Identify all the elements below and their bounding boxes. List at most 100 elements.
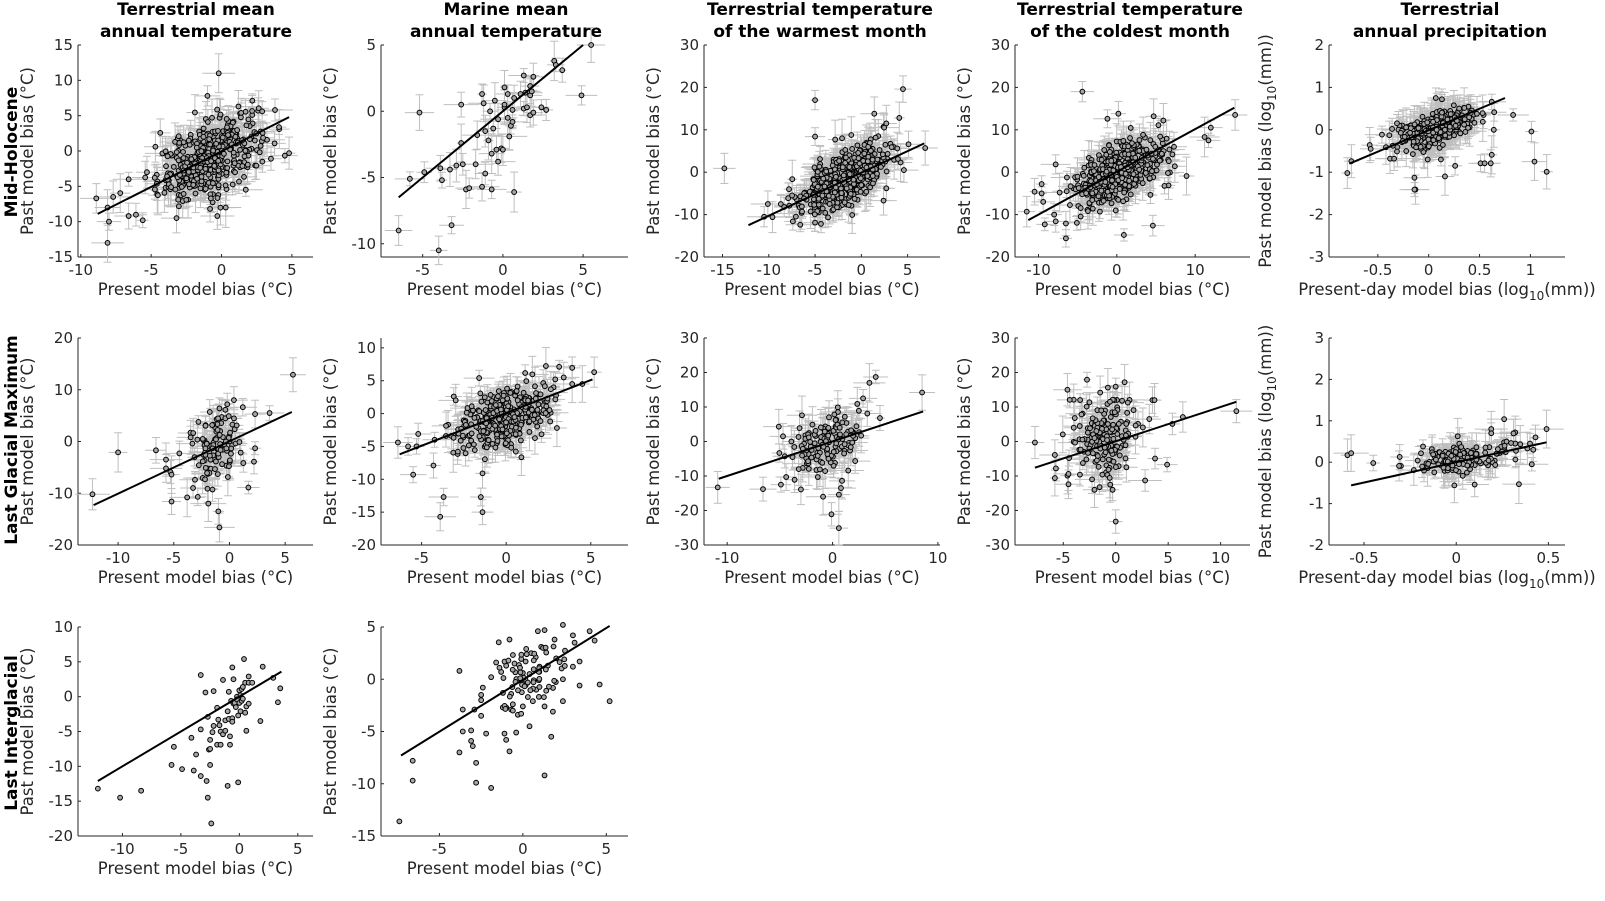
data-point xyxy=(260,134,267,141)
data-point xyxy=(209,114,215,121)
col-title-1-line2: annual temperature xyxy=(410,22,602,42)
row-label-1: Last Glacial Maximum xyxy=(2,335,22,545)
col-title-4-line1: Terrestrial xyxy=(1401,0,1500,20)
y-tick-label: 20 xyxy=(680,78,699,96)
data-point xyxy=(421,169,428,176)
x-axis-label: Present model bias (°C) xyxy=(98,280,293,299)
x-axis-label: Present model bias (°C) xyxy=(724,280,919,299)
x-tick-label: 5 xyxy=(287,261,297,279)
data-point xyxy=(453,162,460,169)
data-point xyxy=(210,147,217,154)
y-tick-label: -10 xyxy=(49,213,74,231)
data-point xyxy=(157,129,164,136)
data-point xyxy=(215,157,222,164)
y-tick-label: 5 xyxy=(366,36,376,54)
data-point xyxy=(472,161,479,168)
data-point xyxy=(214,106,221,113)
data-point xyxy=(152,143,159,150)
data-point xyxy=(205,171,212,178)
data-point xyxy=(232,169,238,176)
row-label-2: Last Interglacial xyxy=(2,655,22,811)
data-point xyxy=(268,155,274,162)
data-point xyxy=(244,161,251,168)
col-title-3-line1: Terrestrial temperature xyxy=(1017,0,1243,20)
data-point xyxy=(251,137,258,144)
data-points xyxy=(721,86,929,228)
data-point xyxy=(170,163,177,170)
col-title-4-line2: annual precipitation xyxy=(1353,22,1547,42)
data-point xyxy=(242,186,249,193)
data-point xyxy=(281,152,288,159)
data-point xyxy=(854,142,861,149)
data-point xyxy=(271,140,278,147)
data-point xyxy=(197,164,204,171)
x-tick-label: 0 xyxy=(217,261,227,279)
data-point xyxy=(395,227,402,234)
data-point xyxy=(241,153,248,160)
y-tick-label: -10 xyxy=(352,235,377,253)
data-point xyxy=(491,97,498,104)
data-point xyxy=(459,161,466,168)
data-point xyxy=(495,158,501,165)
data-point xyxy=(249,97,256,104)
data-point xyxy=(538,104,545,111)
col-title-2-line1: Terrestrial temperature xyxy=(707,0,933,20)
data-point xyxy=(225,132,231,138)
data-point xyxy=(125,213,132,219)
error-bars xyxy=(713,75,938,234)
data-point xyxy=(215,128,221,134)
data-point xyxy=(235,103,242,110)
data-point xyxy=(789,218,796,225)
data-point xyxy=(255,105,262,112)
data-point xyxy=(239,163,246,169)
data-point xyxy=(133,211,139,218)
data-point xyxy=(883,168,890,175)
y-tick-label: 5 xyxy=(63,107,73,125)
data-point xyxy=(241,173,247,180)
data-point xyxy=(184,159,190,166)
data-point xyxy=(151,174,158,181)
data-point xyxy=(812,97,818,104)
data-point xyxy=(173,149,180,156)
data-point xyxy=(207,205,213,212)
y-tick-label: -5 xyxy=(58,177,73,195)
data-point xyxy=(191,109,198,116)
y-axis-label: Past model bias (°C) xyxy=(18,67,37,235)
data-point xyxy=(139,217,146,224)
data-point xyxy=(504,91,511,97)
data-point xyxy=(880,197,887,204)
data-point xyxy=(215,182,222,189)
data-point xyxy=(215,70,222,77)
data-point xyxy=(180,190,187,197)
data-point xyxy=(200,125,207,132)
data-point xyxy=(530,109,537,116)
data-point xyxy=(217,111,224,118)
data-point xyxy=(214,195,221,201)
data-point xyxy=(528,88,535,95)
y-tick-label: 0 xyxy=(689,163,699,181)
data-point xyxy=(211,163,218,169)
data-point xyxy=(479,183,485,190)
data-point xyxy=(217,204,224,211)
data-point xyxy=(900,86,906,92)
data-point xyxy=(259,158,266,165)
data-point xyxy=(249,108,256,114)
y-tick-label: -20 xyxy=(675,248,700,266)
data-point xyxy=(482,128,489,135)
data-point xyxy=(161,189,168,196)
data-point xyxy=(190,182,197,188)
data-point xyxy=(224,165,231,171)
data-point xyxy=(511,95,518,101)
data-point xyxy=(524,104,530,111)
data-point xyxy=(110,194,117,200)
data-point xyxy=(219,134,226,141)
data-point xyxy=(501,101,508,108)
data-point xyxy=(188,156,195,163)
data-point xyxy=(152,186,158,193)
data-point xyxy=(721,165,728,172)
data-point xyxy=(242,147,249,154)
data-point xyxy=(530,73,537,80)
column-titles: Terrestrial mean annual temperature Mari… xyxy=(100,0,1547,42)
data-point xyxy=(437,165,444,172)
